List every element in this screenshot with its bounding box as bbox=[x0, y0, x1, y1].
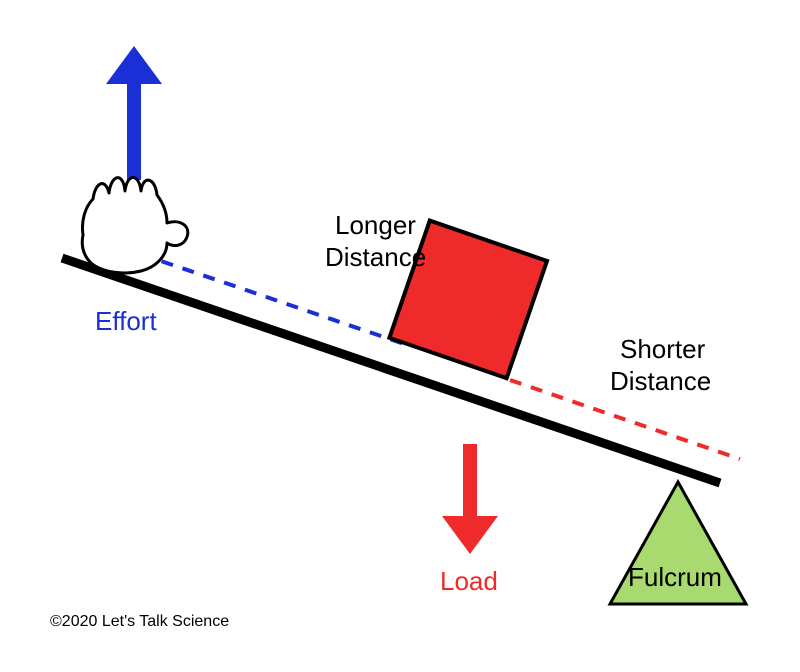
fulcrum-label: Fulcrum bbox=[628, 562, 722, 592]
copyright-text: ©2020 Let's Talk Science bbox=[50, 613, 229, 630]
shorter-distance-label-1: Shorter bbox=[620, 334, 706, 364]
longer-distance-label-2: Distance bbox=[325, 242, 426, 272]
effort-label: Effort bbox=[95, 306, 157, 336]
load-label: Load bbox=[440, 566, 498, 596]
longer-distance-label-1: Longer bbox=[335, 210, 416, 240]
shorter-distance-label-2: Distance bbox=[610, 366, 711, 396]
